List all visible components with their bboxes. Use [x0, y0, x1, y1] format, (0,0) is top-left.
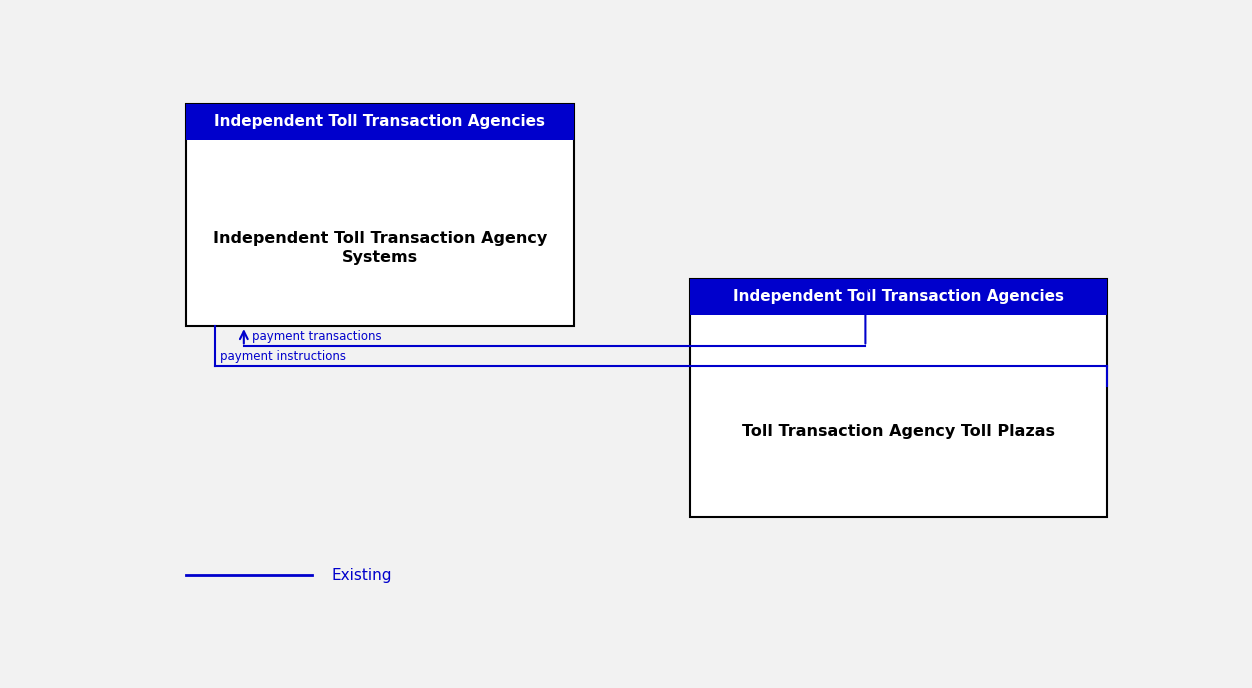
Text: payment transactions: payment transactions — [252, 330, 381, 343]
Text: Independent Toll Transaction Agencies: Independent Toll Transaction Agencies — [734, 289, 1064, 304]
Bar — [690, 279, 1107, 314]
Text: Independent Toll Transaction Agencies: Independent Toll Transaction Agencies — [214, 114, 545, 129]
Bar — [185, 104, 573, 326]
Text: Toll Transaction Agency Toll Plazas: Toll Transaction Agency Toll Plazas — [742, 424, 1055, 440]
Text: payment instructions: payment instructions — [219, 350, 346, 363]
Text: Independent Toll Transaction Agency
Systems: Independent Toll Transaction Agency Syst… — [213, 230, 547, 266]
Bar — [690, 279, 1107, 517]
Bar — [185, 104, 573, 140]
Text: Existing: Existing — [331, 568, 392, 583]
